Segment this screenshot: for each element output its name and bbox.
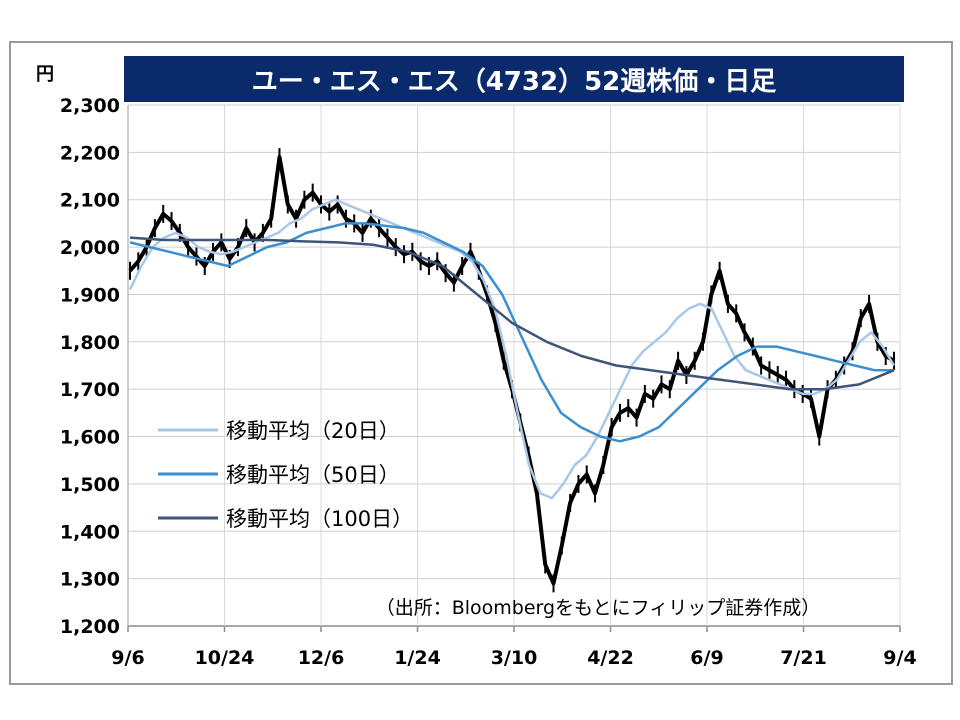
x-tick-label: 7/21	[780, 647, 827, 669]
moving-average-line	[128, 198, 896, 500]
y-tick-label: 1,300	[60, 569, 120, 591]
moving-average-line	[129, 222, 894, 443]
moving-average-line	[129, 236, 895, 391]
x-tick-label: 6/9	[690, 647, 723, 669]
source-note: （出所：Bloombergをもとにフィリップ証券作成）	[376, 597, 821, 619]
y-tick-label: 1,600	[60, 427, 120, 449]
x-tick-label: 1/24	[394, 647, 441, 669]
y-tick-label: 2,000	[60, 237, 120, 259]
x-tick-label: 9/6	[111, 647, 144, 669]
y-axis-unit: 円	[36, 64, 54, 85]
y-tick-label: 1,400	[60, 521, 120, 543]
legend-label: 移動平均（50日）	[226, 463, 400, 487]
x-tick-label: 9/4	[883, 647, 916, 669]
x-tick-label: 3/10	[491, 647, 538, 669]
y-tick-label: 1,200	[60, 616, 120, 638]
chart-title: ユー・エス・エス（4732）52週株価・日足	[124, 56, 904, 102]
y-tick-label: 1,900	[60, 284, 120, 306]
chart-frame	[9, 41, 953, 685]
y-tick-label: 2,100	[60, 190, 120, 212]
x-tick-label: 10/24	[195, 647, 255, 669]
y-tick-label: 2,200	[60, 142, 120, 164]
x-tick-label: 12/6	[298, 647, 345, 669]
legend-label: 移動平均（100日）	[226, 507, 413, 531]
y-tick-label: 1,800	[60, 332, 120, 354]
y-tick-label: 2,300	[60, 95, 120, 117]
y-tick-label: 1,700	[60, 379, 120, 401]
x-tick-label: 4/22	[587, 647, 634, 669]
legend-label: 移動平均（20日）	[226, 419, 400, 443]
y-tick-label: 1,500	[60, 474, 120, 496]
